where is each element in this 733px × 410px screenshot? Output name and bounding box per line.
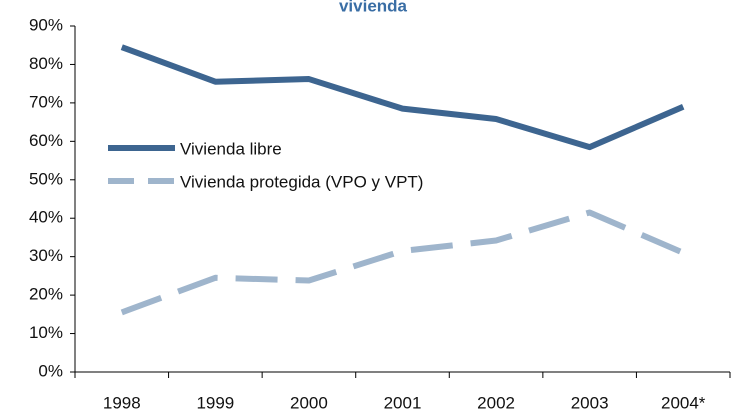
legend-label: Vivienda libre [180, 139, 282, 158]
x-tick-label: 1999 [196, 393, 234, 410]
y-tick-label: 30% [29, 246, 63, 265]
x-tick-label: 2004* [661, 393, 706, 410]
y-tick-label: 0% [38, 361, 63, 380]
x-tick-label: 2002 [477, 393, 515, 410]
line-series [120, 44, 685, 151]
y-tick-label: 80% [29, 54, 63, 73]
y-tick-label: 40% [29, 208, 63, 227]
y-tick-label: 70% [29, 92, 63, 111]
y-tick-label: 10% [29, 323, 63, 342]
x-tick-label: 2001 [384, 393, 422, 410]
y-tick-label: 50% [29, 169, 63, 188]
x-tick-label: 2000 [290, 393, 328, 410]
x-tick-label: 1998 [103, 393, 141, 410]
legend-label: Vivienda protegida (VPO y VPT) [180, 172, 423, 191]
x-tick-label: 2003 [571, 393, 609, 410]
y-tick-label: 60% [29, 131, 63, 150]
chart-title: vivienda [339, 0, 408, 15]
y-tick-label: 90% [29, 15, 63, 34]
y-tick-label: 20% [29, 285, 63, 304]
line-series [120, 209, 685, 316]
